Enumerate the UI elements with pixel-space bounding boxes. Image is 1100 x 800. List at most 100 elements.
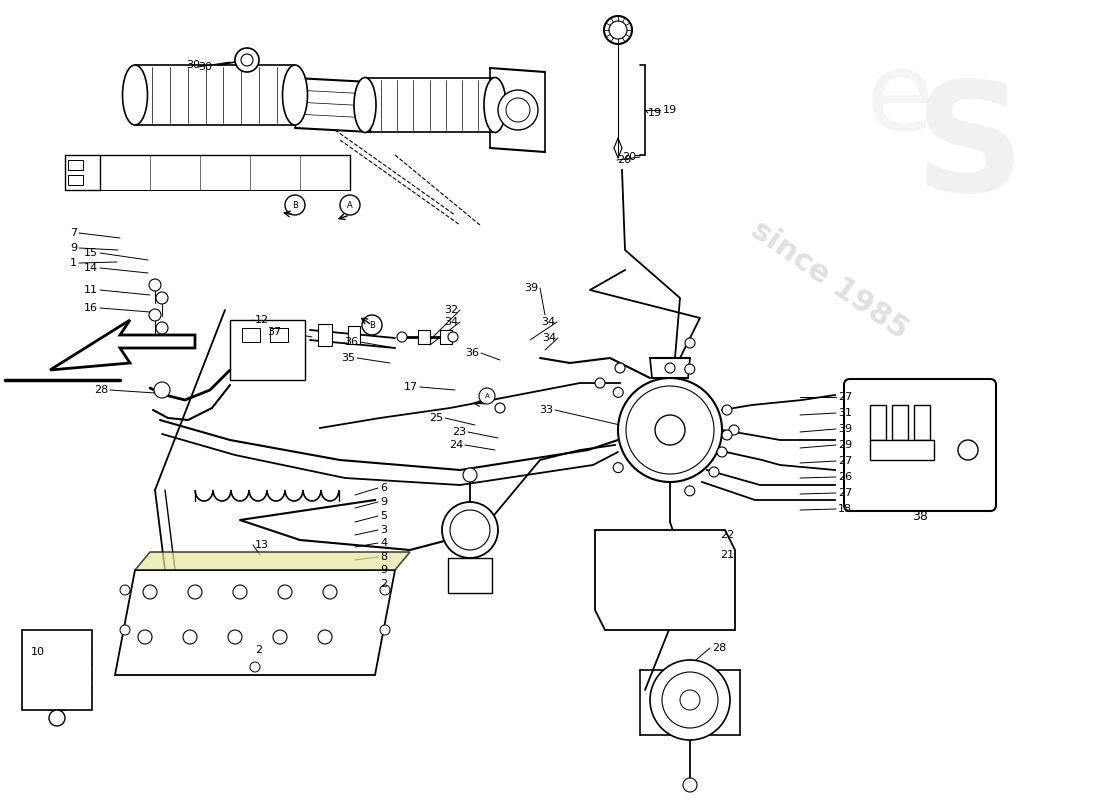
Bar	[22, 630, 92, 710]
Text: 37: 37	[267, 327, 280, 337]
Circle shape	[595, 378, 605, 388]
Text: 23: 23	[452, 427, 466, 437]
Text: 3: 3	[379, 525, 387, 535]
Circle shape	[250, 662, 260, 672]
Bar	[68, 175, 82, 185]
Text: 30: 30	[198, 62, 212, 72]
Circle shape	[650, 660, 730, 740]
Polygon shape	[116, 570, 395, 675]
Bar	[270, 328, 288, 342]
Text: 36: 36	[465, 348, 478, 358]
Circle shape	[685, 364, 695, 374]
Circle shape	[379, 625, 390, 635]
Text: 33: 33	[539, 405, 553, 415]
Circle shape	[609, 21, 627, 39]
Text: e: e	[866, 46, 934, 154]
Circle shape	[618, 378, 722, 482]
Text: 31: 31	[838, 408, 853, 418]
Circle shape	[397, 332, 407, 342]
Circle shape	[604, 16, 632, 44]
Circle shape	[463, 468, 477, 482]
Bar	[68, 160, 82, 170]
Circle shape	[340, 195, 360, 215]
Circle shape	[506, 98, 530, 122]
Circle shape	[241, 54, 253, 66]
Text: 32: 32	[444, 305, 458, 315]
Circle shape	[323, 585, 337, 599]
Circle shape	[685, 338, 695, 348]
Text: A: A	[485, 393, 490, 399]
Text: 24: 24	[449, 440, 463, 450]
Circle shape	[50, 710, 65, 726]
Bar	[242, 328, 260, 342]
Circle shape	[233, 585, 248, 599]
Text: 20: 20	[617, 155, 631, 165]
Text: 18: 18	[838, 504, 853, 514]
Circle shape	[154, 382, 170, 398]
Text: 27: 27	[838, 488, 853, 498]
Text: 29: 29	[838, 440, 853, 450]
Circle shape	[722, 405, 732, 415]
Polygon shape	[50, 320, 195, 370]
Text: since 1985: since 1985	[746, 215, 914, 345]
Text: 34: 34	[541, 317, 556, 327]
Text: 30: 30	[186, 60, 200, 70]
Text: 15: 15	[84, 248, 98, 258]
Polygon shape	[135, 552, 410, 570]
Text: 26: 26	[838, 472, 853, 482]
Circle shape	[613, 387, 624, 398]
Circle shape	[498, 90, 538, 130]
Bar	[914, 405, 929, 440]
Text: 39: 39	[838, 424, 853, 434]
Text: 2: 2	[379, 579, 387, 589]
Text: 22: 22	[720, 530, 735, 540]
Polygon shape	[595, 530, 735, 630]
Circle shape	[680, 690, 700, 710]
Circle shape	[450, 510, 490, 550]
Text: 12: 12	[255, 315, 270, 325]
Bar	[440, 330, 452, 344]
Text: 11: 11	[84, 285, 98, 295]
Ellipse shape	[283, 65, 308, 125]
FancyBboxPatch shape	[844, 379, 996, 511]
Text: 19: 19	[663, 105, 678, 115]
Text: 27: 27	[838, 456, 853, 466]
Circle shape	[278, 585, 292, 599]
Text: 19: 19	[648, 108, 662, 118]
Text: 10: 10	[31, 647, 45, 657]
Text: 8: 8	[379, 552, 387, 562]
Text: 7: 7	[70, 228, 77, 238]
Text: 28: 28	[712, 643, 726, 653]
Circle shape	[228, 630, 242, 644]
Circle shape	[685, 486, 695, 496]
Bar	[870, 440, 934, 460]
Text: 17: 17	[404, 382, 418, 392]
Ellipse shape	[354, 78, 376, 133]
Circle shape	[448, 332, 458, 342]
Circle shape	[710, 467, 719, 477]
Text: 14: 14	[84, 263, 98, 273]
Text: 9: 9	[379, 497, 387, 507]
Circle shape	[183, 630, 197, 644]
Bar	[870, 405, 886, 440]
Circle shape	[138, 630, 152, 644]
Text: 39: 39	[524, 283, 538, 293]
Circle shape	[613, 462, 624, 473]
Bar	[418, 330, 430, 344]
Circle shape	[478, 388, 495, 404]
Circle shape	[148, 279, 161, 291]
Text: 28: 28	[94, 385, 108, 395]
Bar	[892, 405, 907, 440]
Circle shape	[442, 502, 498, 558]
Bar	[318, 324, 332, 346]
Text: 9: 9	[70, 243, 77, 253]
Circle shape	[717, 447, 727, 457]
Circle shape	[654, 415, 685, 445]
Text: 6: 6	[379, 483, 387, 493]
Circle shape	[362, 315, 382, 335]
Text: 25: 25	[429, 413, 443, 423]
Circle shape	[120, 585, 130, 595]
Circle shape	[495, 403, 505, 413]
Text: 5: 5	[379, 511, 387, 521]
Text: 20: 20	[621, 152, 636, 162]
